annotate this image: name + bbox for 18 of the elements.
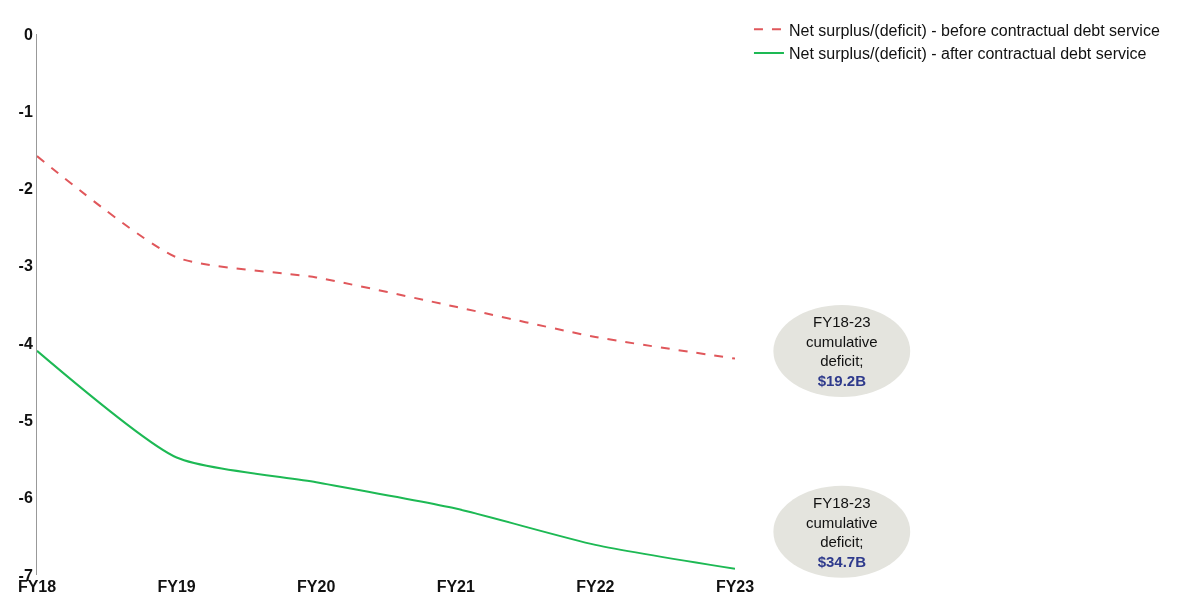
text: FY18-23 cumulative deficit; $34.7B bbox=[806, 494, 878, 570]
y-tick-label: -3 bbox=[18, 257, 33, 275]
line-series bbox=[37, 155, 735, 360]
x-tick-label: FY19 bbox=[157, 578, 196, 595]
y-tick-label: -1 bbox=[18, 102, 33, 120]
y-tick-label: -6 bbox=[18, 489, 33, 507]
line-series bbox=[37, 349, 735, 570]
x-tick-label: FY22 bbox=[576, 578, 615, 595]
x-tick-label: FY21 bbox=[436, 578, 476, 595]
x-tick-label: FY20 bbox=[297, 578, 336, 595]
y-tick-label: -4 bbox=[18, 334, 33, 352]
x-tick-label: FY23 bbox=[715, 578, 755, 595]
text: FY18-23 cumulative deficit; $19.2B bbox=[806, 313, 878, 389]
legend-label: Net surplus/(deficit) - after contractual debt service bbox=[788, 45, 1147, 63]
y-tick-label: 0 bbox=[23, 25, 33, 43]
y-tick-label: -2 bbox=[18, 180, 33, 198]
y-tick-label: -5 bbox=[18, 412, 33, 430]
legend-label: Net surplus/(deficit) - before contractual debt service bbox=[788, 21, 1160, 39]
